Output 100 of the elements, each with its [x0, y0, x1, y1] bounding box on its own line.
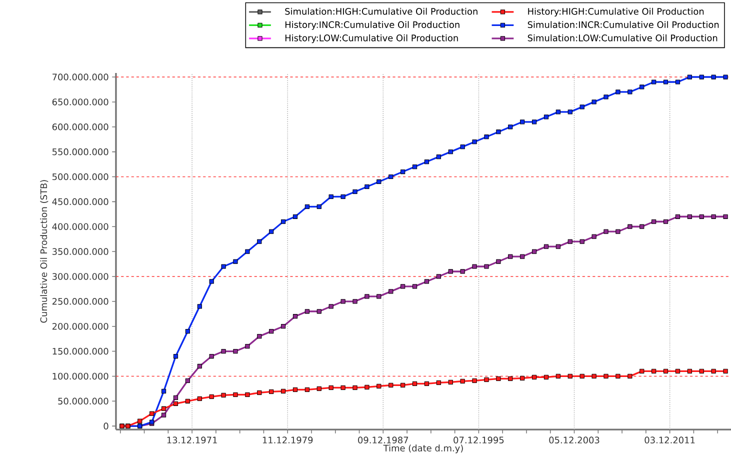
y-axis-title: Cumulative Oil Production (STB)	[40, 180, 48, 323]
point	[340, 194, 346, 199]
point	[711, 214, 716, 219]
point	[628, 224, 632, 229]
point	[723, 368, 728, 374]
point	[161, 412, 166, 418]
point	[292, 214, 298, 219]
x-tick-label: 11.12.1979	[262, 436, 313, 444]
point	[472, 139, 477, 144]
point	[245, 344, 250, 348]
point	[520, 119, 525, 124]
point	[544, 244, 549, 249]
point	[652, 219, 656, 224]
point	[280, 219, 286, 224]
x-axis-title: Time (date d.m.y)	[383, 444, 463, 454]
point	[161, 406, 166, 411]
point	[484, 377, 489, 382]
x-tick-label: 03.12.2011	[644, 436, 695, 444]
point	[640, 84, 644, 90]
y-tick-label: 150.000.000	[52, 348, 108, 355]
point	[138, 418, 142, 424]
y-tick-label: 650.000.000	[52, 98, 108, 106]
point	[436, 274, 441, 279]
point	[532, 119, 537, 124]
point	[532, 249, 537, 254]
point	[304, 308, 310, 314]
y-tick-label: 550.000.000	[52, 148, 108, 156]
x-tick-label: 05.12.2003	[549, 436, 600, 444]
y-tick-label: 500.000.000	[52, 173, 108, 180]
point	[292, 387, 298, 392]
point	[544, 374, 549, 380]
y-tick-label: 600.000.000	[52, 123, 108, 130]
point	[580, 104, 584, 110]
point	[508, 376, 513, 381]
point	[328, 385, 334, 390]
point	[687, 74, 692, 80]
point	[185, 398, 190, 404]
point	[257, 334, 262, 339]
point	[592, 100, 596, 104]
point	[173, 395, 178, 400]
y-tick-label: 0	[104, 422, 108, 430]
point	[699, 368, 704, 374]
point	[711, 74, 716, 80]
point	[316, 386, 322, 391]
point	[316, 204, 322, 209]
y-tick-label: 250.000.000	[52, 298, 108, 305]
point	[508, 254, 513, 259]
y-tick-label: 450.000.000	[52, 198, 108, 205]
point	[496, 259, 501, 264]
legend-label: History:INCR:Cumulative Oil Production	[285, 21, 460, 30]
point	[161, 388, 166, 394]
point	[412, 164, 418, 169]
point	[364, 184, 370, 189]
point	[412, 381, 418, 386]
point	[352, 189, 358, 194]
point	[640, 224, 644, 229]
point	[592, 374, 596, 378]
point	[604, 229, 608, 234]
point	[376, 179, 382, 184]
x-tick-label: 07.12.1995	[454, 436, 504, 444]
point	[580, 239, 584, 244]
point	[388, 289, 394, 294]
point	[604, 374, 608, 378]
legend-label: History:HIGH:Cumulative Oil Production	[528, 8, 704, 16]
point	[556, 110, 561, 114]
point	[209, 394, 214, 399]
point	[663, 368, 668, 374]
point	[221, 264, 226, 269]
y-tick-label: 50.000.000	[58, 398, 108, 404]
y-tick-label: 200.000.000	[52, 322, 108, 330]
point	[304, 204, 310, 209]
point	[616, 229, 620, 234]
point	[616, 90, 620, 94]
point	[340, 298, 346, 304]
point	[257, 239, 262, 244]
point	[568, 239, 572, 244]
point	[388, 174, 394, 179]
point	[640, 368, 644, 374]
point	[675, 214, 680, 219]
point	[292, 314, 298, 319]
x-tick-label: 09.12.1987	[358, 436, 408, 444]
point	[412, 284, 418, 289]
y-tick-label: 700.000.000	[52, 74, 108, 80]
point	[436, 380, 441, 385]
point	[376, 294, 382, 299]
legend-label: History:LOW:Cumulative Oil Production	[285, 34, 458, 43]
point	[448, 269, 453, 274]
point	[185, 328, 190, 334]
point	[460, 378, 465, 384]
point	[328, 304, 334, 309]
point	[233, 392, 238, 397]
point	[352, 298, 358, 304]
point	[699, 214, 704, 219]
point	[675, 368, 680, 374]
y-tick-label: 300.000.000	[52, 272, 108, 280]
point	[628, 90, 632, 94]
point	[568, 374, 572, 378]
legend-label: Simulation:HIGH:Cumulative Oil Production	[285, 8, 478, 15]
point	[556, 374, 561, 378]
point	[424, 381, 430, 386]
